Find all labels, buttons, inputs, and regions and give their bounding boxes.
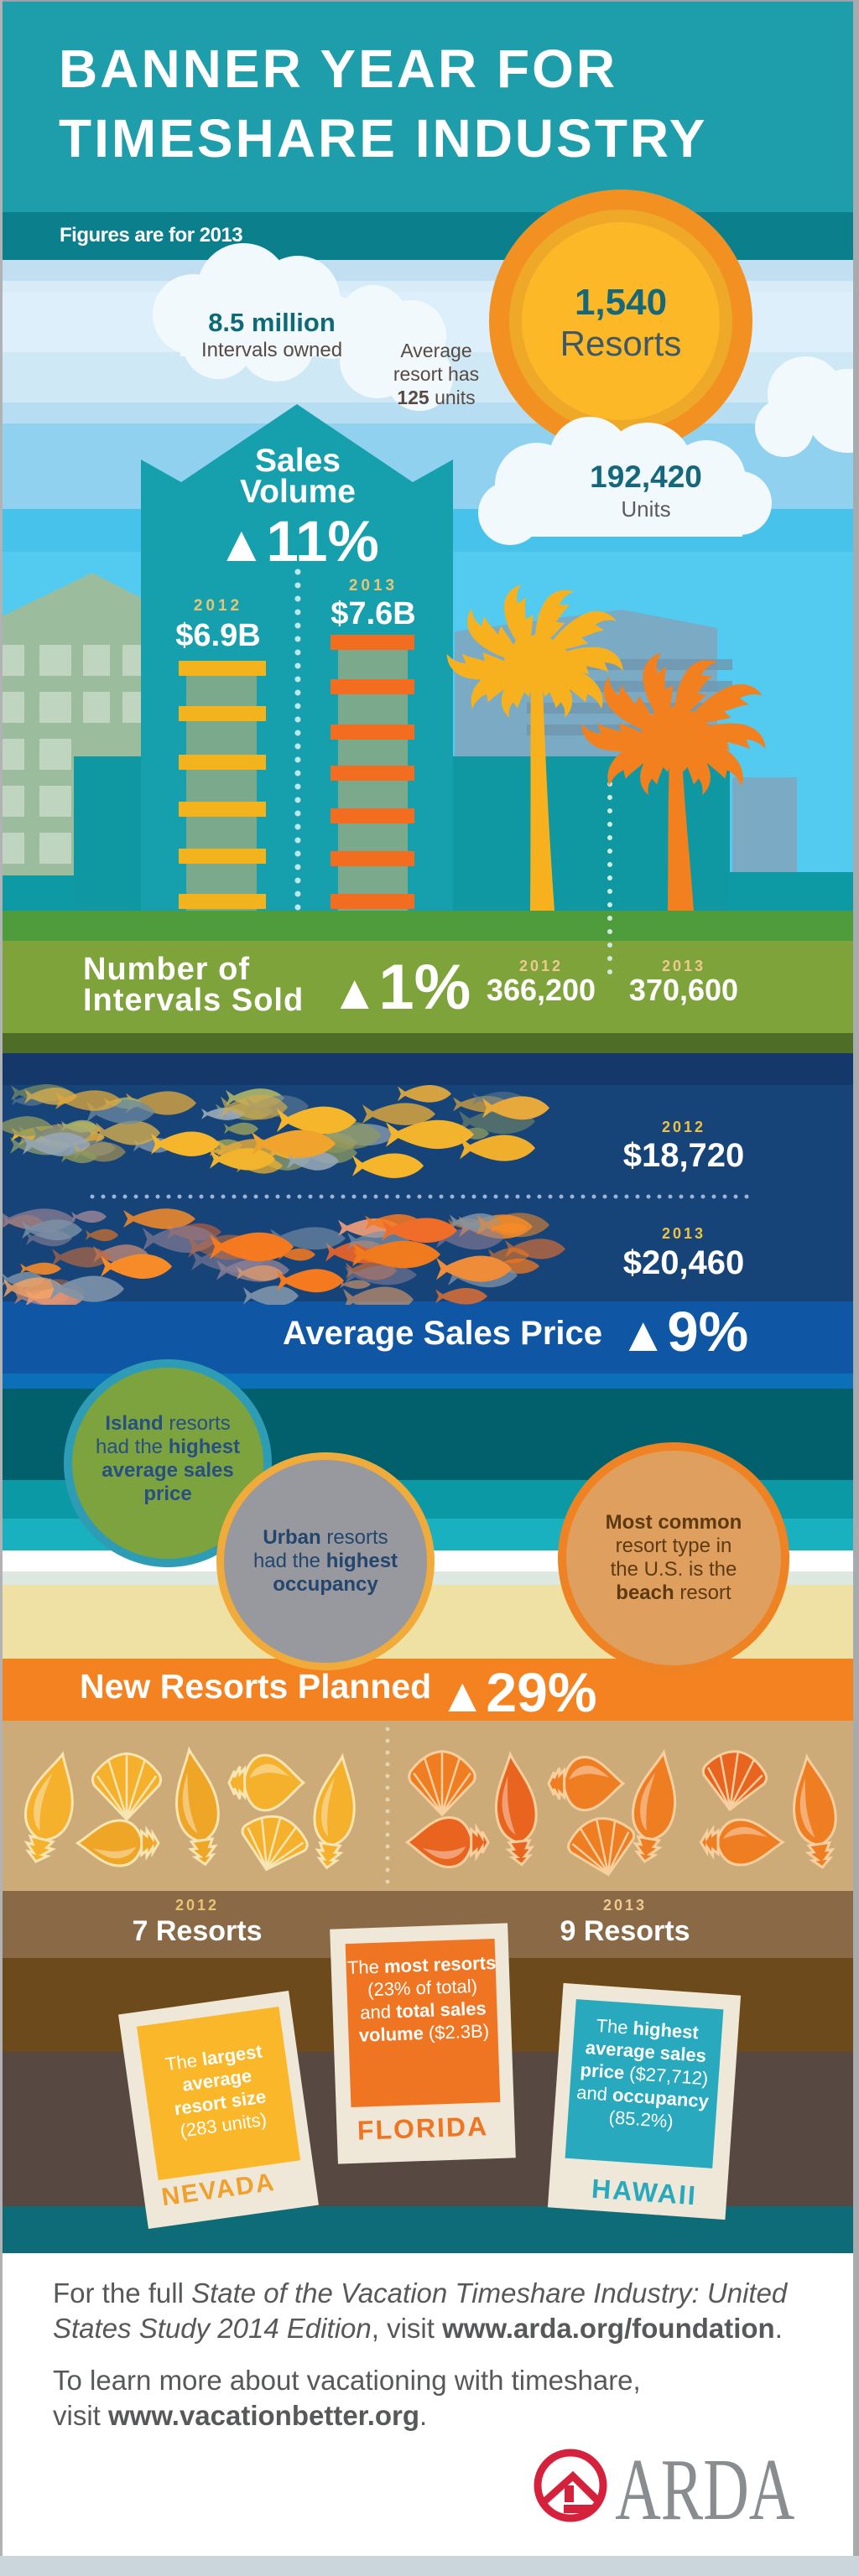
svg-text:ARDA: ARDA	[615, 2449, 794, 2532]
